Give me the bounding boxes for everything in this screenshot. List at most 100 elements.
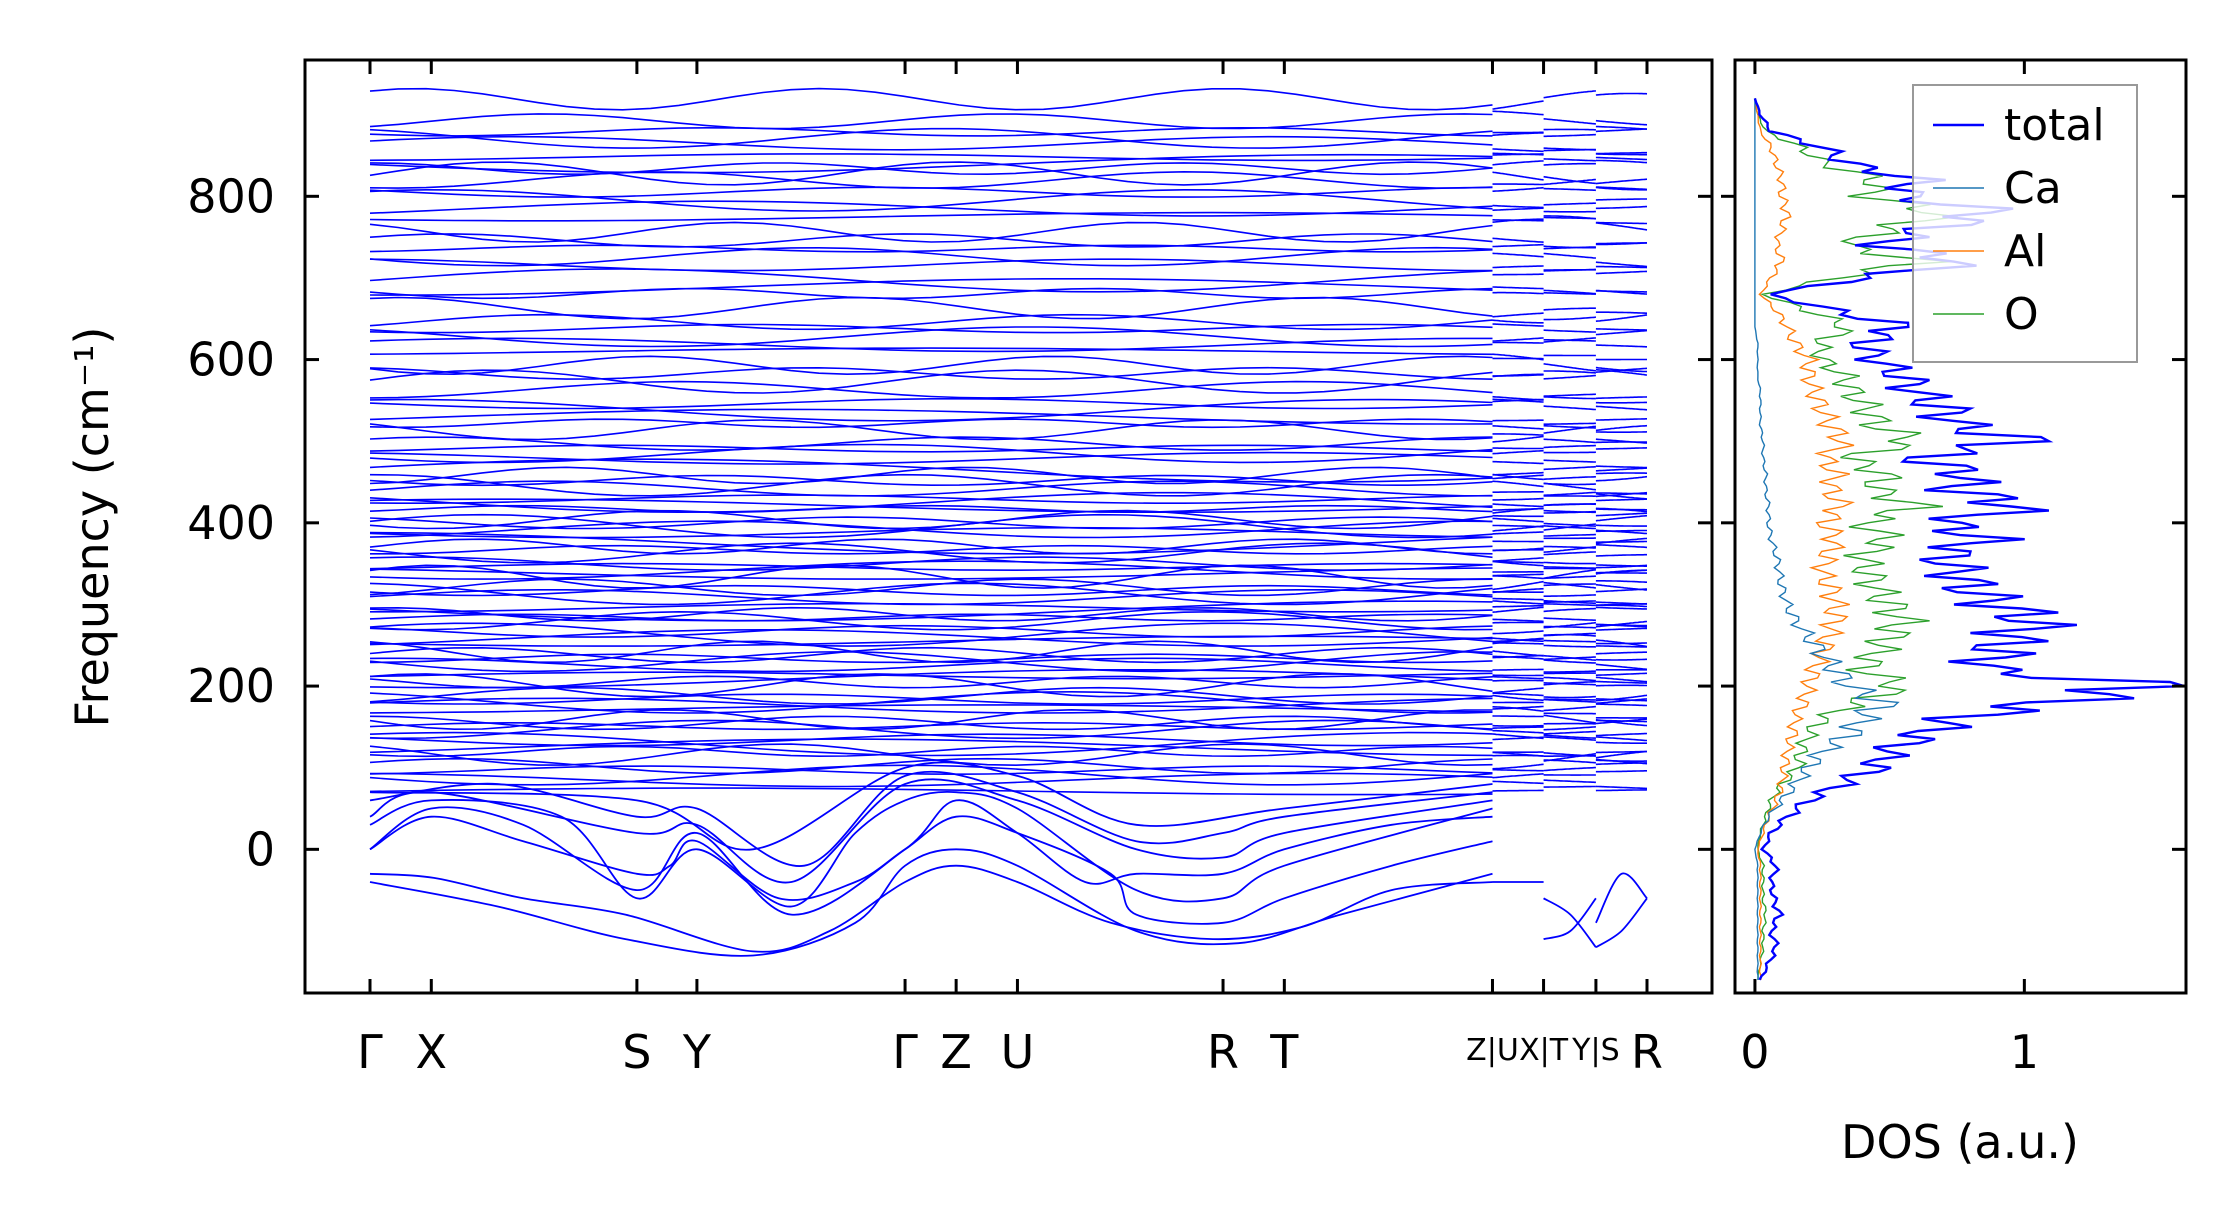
phonon-band <box>1492 531 1544 535</box>
phonon-band <box>1595 564 1648 569</box>
phonon-band <box>1492 312 1544 318</box>
phonon-band <box>369 126 1493 137</box>
phonon-band <box>1595 156 1647 161</box>
phonon-band <box>1595 718 1648 725</box>
phonon-band <box>1595 222 1648 231</box>
phonon-band <box>1595 663 1648 671</box>
phonon-band <box>1595 290 1647 293</box>
phonon-band <box>369 697 1493 714</box>
phonon-band <box>369 347 1493 356</box>
phonon-band <box>369 613 1493 622</box>
phonon-band <box>1543 705 1596 712</box>
phonon-band <box>1595 694 1648 702</box>
phonon-band <box>1492 425 1544 430</box>
phonon-band <box>1543 216 1596 220</box>
phonon-band <box>1543 730 1596 735</box>
phonon-band <box>1543 561 1596 565</box>
phonon-band <box>369 480 1493 497</box>
phonon-band-low <box>1543 897 1597 948</box>
phonon-band <box>369 246 1493 267</box>
phonon-band <box>369 436 1493 451</box>
phonon-band <box>369 221 1493 243</box>
phonon-band <box>369 127 1493 149</box>
phonon-band <box>369 650 1493 673</box>
phonon-band <box>1595 620 1648 628</box>
phonon-band <box>369 622 1493 647</box>
phonon-band <box>1595 770 1647 773</box>
k-tick-label: R <box>1631 1025 1663 1079</box>
phonon-band <box>1543 509 1596 514</box>
phonon-band <box>369 258 1493 272</box>
phonon-band <box>1543 252 1596 259</box>
phonon-band <box>1595 703 1647 707</box>
phonon-band <box>369 162 1493 176</box>
phonon-band <box>369 323 1493 334</box>
phonon-band <box>1543 405 1596 411</box>
phonon-band <box>1492 580 1544 591</box>
phonon-band <box>1492 419 1544 422</box>
phonon-band <box>1595 684 1647 687</box>
phonon-band <box>1543 268 1596 272</box>
phonon-band <box>1543 459 1596 463</box>
k-tick-label: T <box>1269 1025 1299 1079</box>
phonon-band <box>1492 514 1544 518</box>
phonon-band <box>1492 337 1544 342</box>
phonon-band <box>369 787 1493 796</box>
phonon-band <box>1595 736 1647 742</box>
phonon-band <box>1543 245 1596 249</box>
phonon-band <box>1492 642 1544 645</box>
phonon-band <box>369 233 1493 248</box>
phonon-band <box>1595 221 1647 225</box>
phonon-band <box>369 731 1493 757</box>
y-tick-label: 800 <box>187 169 275 223</box>
phonon-band <box>1492 252 1544 258</box>
phonon-band <box>1543 569 1597 580</box>
phonon-band <box>1543 438 1596 444</box>
phonon-band <box>1595 651 1647 655</box>
phonon-band <box>1492 323 1544 327</box>
dos-line-ca <box>1754 98 1900 980</box>
phonon-band <box>369 657 1493 673</box>
phonon-band <box>1543 656 1596 661</box>
phonon-band <box>369 419 1493 441</box>
phonon-band <box>369 526 1493 539</box>
phonon-band <box>1595 311 1647 314</box>
phonon-band <box>1543 337 1596 343</box>
phonon-band <box>370 544 1493 555</box>
phonon-band <box>1595 396 1648 400</box>
phonon-band <box>369 296 1493 320</box>
phonon-band <box>1543 594 1596 597</box>
y-tick-label: 600 <box>187 333 275 387</box>
dos-axes-frame <box>1733 58 2188 995</box>
phonon-band <box>369 504 1493 514</box>
phonon-band <box>1595 789 1648 792</box>
phonon-band <box>1492 435 1544 443</box>
phonon-band <box>1595 676 1648 683</box>
legend-label-al: Al <box>2004 226 2046 277</box>
y-axis-ticks: 0 200 400 600 800 <box>187 169 1712 876</box>
phonon-band <box>1543 607 1596 613</box>
phonon-band <box>1492 763 1544 770</box>
phonon-band <box>1595 467 1648 472</box>
phonon-band <box>1543 444 1596 449</box>
phonon-band <box>1595 159 1647 164</box>
phonon-band <box>1543 754 1596 757</box>
phonon-band <box>1595 540 1647 543</box>
phonon-band-low <box>369 848 1493 957</box>
phonon-band <box>1595 732 1648 737</box>
k-tick-label: U <box>1001 1025 1035 1079</box>
phonon-band <box>1492 148 1544 153</box>
legend-label-ca: Ca <box>2004 163 2062 214</box>
phonon-band <box>1543 525 1596 530</box>
legend-label-total: total <box>2004 100 2105 151</box>
phonon-band <box>1492 547 1544 552</box>
phonon-band <box>369 635 1493 647</box>
phonon-band <box>1492 715 1544 718</box>
phonon-band <box>369 408 1493 425</box>
phonon-band <box>1595 418 1647 421</box>
phonon-band <box>369 287 1493 300</box>
phonon-band <box>369 715 1493 731</box>
dos-lines <box>1753 98 2185 981</box>
phonon-band <box>1543 133 1596 138</box>
